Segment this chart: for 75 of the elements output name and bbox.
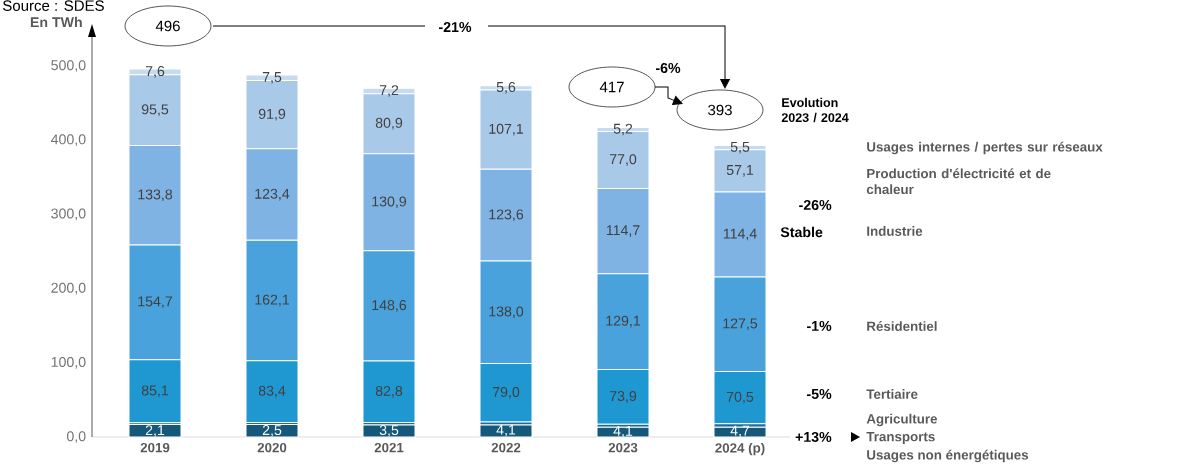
text: -1% — [807, 321, 832, 331]
y-tick-label: 200,0 — [51, 282, 86, 295]
y-tick-label: 0,0 — [66, 431, 86, 443]
annotation: Stable — [780, 226, 823, 238]
text: Production d'électricité et de chaleur — [866, 168, 1051, 195]
bar — [479, 424, 533, 438]
data-label: 4,7 — [730, 425, 750, 438]
data-label: 5,2 — [613, 123, 633, 136]
y-tick-label: 500,0 — [51, 60, 86, 72]
annotation: 496 — [155, 20, 180, 32]
data-label: 7,6 — [145, 66, 165, 78]
data-label: 148,6 — [372, 300, 407, 312]
bar — [362, 424, 416, 438]
y-tick-label: 400,0 — [50, 134, 86, 147]
y-axis-title: En TWh — [30, 16, 82, 28]
text: Industrie — [867, 226, 923, 236]
data-label: 127,5 — [723, 318, 758, 331]
x-tick-label: 2023 — [608, 442, 638, 453]
x-tick-label: 2020 — [257, 442, 287, 453]
annotation: -21% — [439, 22, 472, 32]
annotation: 393 — [708, 104, 732, 116]
data-label: 91,9 — [258, 108, 286, 121]
x-tick-label: 2019 — [140, 442, 170, 453]
text: Usages internes / pertes sur réseaux — [867, 141, 1103, 155]
data-label: 7,2 — [379, 85, 399, 97]
data-label: 4,1 — [496, 424, 516, 437]
data-label: 3,5 — [379, 425, 399, 437]
x-tick-label: 2022 — [491, 442, 521, 453]
data-label: 5,6 — [496, 81, 516, 94]
data-label: 73,9 — [609, 391, 637, 403]
data-label: 4,1 — [613, 425, 633, 438]
data-label: 114,4 — [723, 228, 757, 241]
bar — [245, 423, 299, 438]
text: Transports — [866, 432, 935, 444]
data-label: 138,0 — [489, 306, 524, 319]
text: Tertiaire — [866, 389, 918, 399]
data-label: 70,5 — [726, 391, 754, 404]
annotation: -6% — [655, 62, 681, 73]
text: -26% — [799, 199, 832, 210]
annotation: Evolution 2023 / 2024 — [781, 97, 849, 123]
data-label: 133,8 — [138, 189, 173, 202]
data-label: 85,1 — [141, 385, 169, 398]
data-label: 80,9 — [375, 117, 403, 130]
data-label: 162,1 — [255, 294, 290, 307]
data-label: 5,5 — [730, 141, 750, 154]
text: Usages non énergétiques — [867, 449, 1029, 463]
data-label: 123,6 — [489, 209, 524, 222]
data-label: 2,5 — [262, 425, 282, 437]
data-label: 123,4 — [255, 188, 290, 201]
x-tick-label: 2021 — [374, 442, 404, 453]
data-label: 129,1 — [606, 315, 641, 328]
source-note: Source : SDES — [3, 0, 104, 11]
x-tick-label: 2024 (p) — [715, 442, 765, 456]
text: -5% — [807, 389, 832, 399]
text: +13% — [795, 431, 832, 443]
data-label: 79,0 — [492, 386, 520, 399]
data-label: 82,8 — [375, 385, 403, 398]
data-label: 77,0 — [609, 154, 637, 166]
data-label: 130,9 — [372, 196, 407, 209]
data-label: 114,7 — [606, 225, 640, 237]
bar — [713, 426, 767, 438]
y-tick-label: 100,0 — [51, 356, 86, 369]
data-label: 57,1 — [726, 165, 754, 177]
data-label: 2,1 — [145, 425, 165, 437]
annotation: 417 — [599, 81, 624, 93]
data-label: 154,7 — [138, 296, 173, 309]
bar — [128, 423, 182, 438]
text: Résidentiel — [867, 321, 937, 331]
text: Agriculture — [866, 413, 938, 427]
data-label: 95,5 — [141, 104, 169, 117]
y-tick-label: 300,0 — [51, 208, 86, 221]
data-label: 7,5 — [262, 72, 282, 84]
bar — [596, 426, 650, 438]
data-label: 107,1 — [489, 123, 524, 136]
data-label: 83,4 — [258, 385, 286, 398]
